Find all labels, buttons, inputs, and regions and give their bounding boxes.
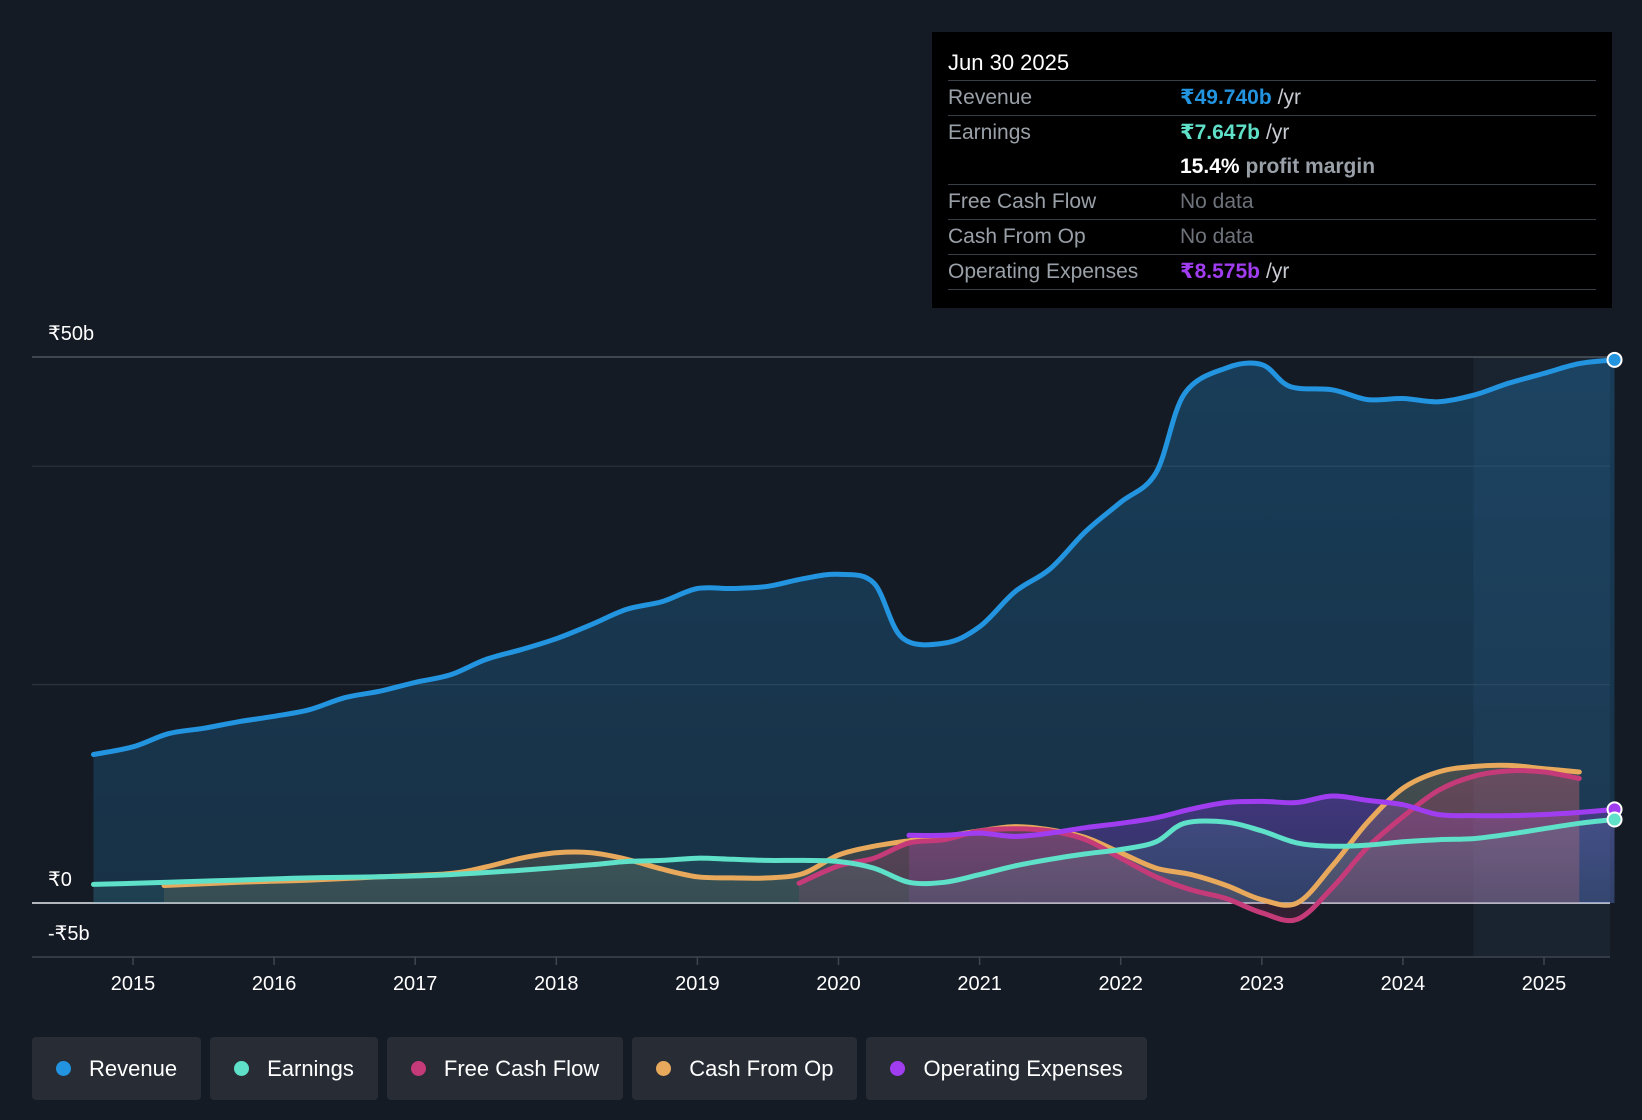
- tooltip-earnings-value: ₹7.647b: [1180, 121, 1260, 144]
- end-marker-revenue: [1606, 351, 1623, 368]
- chart-lines: [91, 357, 1617, 924]
- tooltip-row-opex: Operating Expenses ₹8.575b/yr: [948, 255, 1596, 290]
- legend-label: Revenue: [89, 1055, 178, 1081]
- tooltip-label: Operating Expenses: [948, 260, 1139, 283]
- chart-legend: Revenue Earnings Free Cash Flow Cash Fro…: [32, 1037, 1147, 1100]
- chart-end-markers: [1606, 351, 1623, 828]
- tooltip-cfo-value: No data: [1180, 225, 1254, 248]
- line-revenue: [91, 357, 1617, 757]
- legend-label: Earnings: [267, 1055, 354, 1081]
- tooltip-label: Cash From Op: [948, 225, 1086, 248]
- x-tick-label: 2022: [1098, 973, 1143, 995]
- y-tick-label: ₹0: [48, 869, 72, 891]
- chart-canvas: ₹50b ₹0 -₹5b 2015 2016 2017 2018 2019 2020 2021 20…: [32, 323, 1623, 995]
- line-opex: [906, 793, 1617, 839]
- x-tick-label: 2019: [675, 973, 720, 995]
- legend-label: Cash From Op: [689, 1055, 834, 1081]
- tooltip-margin-value: 15.4%: [1180, 155, 1240, 178]
- tooltip-margin-text: profit margin: [1245, 155, 1376, 178]
- tooltip-revenue-value: ₹49.740b: [1180, 86, 1272, 109]
- legend-dot-icon: [234, 1061, 250, 1076]
- tooltip-row-earnings: Earnings ₹7.647b/yr: [948, 116, 1596, 150]
- legend-item-earnings[interactable]: Earnings: [210, 1037, 378, 1100]
- hover-tooltip: Jun 30 2025 Revenue ₹49.740b/yr Earnings…: [932, 32, 1612, 308]
- line-earnings: [91, 817, 1617, 887]
- legend-item-revenue[interactable]: Revenue: [32, 1037, 202, 1100]
- y-tick-label: ₹50b: [48, 323, 94, 345]
- chart-areas: [93, 359, 1615, 921]
- end-marker-earnings: [1606, 811, 1623, 828]
- tooltip-unit: /yr: [1266, 260, 1290, 283]
- tooltip-row-margin: 15.4% profit margin: [948, 150, 1596, 185]
- legend-label: Operating Expenses: [923, 1055, 1123, 1081]
- x-tick-label: 2021: [957, 973, 1002, 995]
- tooltip-unit: /yr: [1266, 121, 1290, 144]
- chart-axis-labels: ₹50b ₹0 -₹5b 2015 2016 2017 2018 2019 2020 2021 20…: [48, 323, 1566, 995]
- area-earnings: [93, 819, 1615, 903]
- tooltip-label: Revenue: [948, 86, 1033, 109]
- y-tick-label: -₹5b: [48, 923, 90, 945]
- legend-item-operating-expenses[interactable]: Operating Expenses: [866, 1037, 1147, 1100]
- x-tick-label: 2017: [393, 973, 438, 995]
- legend-label: Free Cash Flow: [443, 1055, 600, 1081]
- legend-dot-icon: [56, 1061, 71, 1076]
- tooltip-label: Earnings: [948, 121, 1031, 144]
- legend-dot-icon: [410, 1061, 426, 1076]
- tooltip-fcf-value: No data: [1180, 190, 1254, 213]
- tooltip-row-revenue: Revenue ₹49.740b/yr: [948, 81, 1596, 116]
- tooltip-date: Jun 30 2025: [948, 46, 1596, 81]
- legend-item-cash-from-op[interactable]: Cash From Op: [632, 1037, 858, 1100]
- x-tick-label: 2018: [534, 973, 579, 995]
- tooltip-label: Free Cash Flow: [948, 190, 1097, 213]
- tooltip-opex-value: ₹8.575b: [1180, 260, 1260, 283]
- x-tick-label: 2020: [816, 973, 861, 995]
- tooltip-row-cfo: Cash From Op No data: [948, 220, 1596, 255]
- tooltip-unit: /yr: [1277, 86, 1301, 109]
- x-tick-label: 2015: [111, 973, 156, 995]
- x-tick-label: 2024: [1381, 973, 1426, 995]
- x-tick-label: 2016: [252, 973, 297, 995]
- tooltip-row-fcf: Free Cash Flow No data: [948, 185, 1596, 220]
- legend-dot-icon: [656, 1061, 672, 1076]
- x-tick-label: 2025: [1522, 973, 1567, 995]
- line-fcf: [796, 768, 1582, 924]
- area-revenue: [93, 359, 1615, 903]
- legend-item-free-cash-flow[interactable]: Free Cash Flow: [386, 1037, 624, 1100]
- legend-dot-icon: [890, 1061, 906, 1076]
- x-tick-label: 2023: [1240, 973, 1285, 995]
